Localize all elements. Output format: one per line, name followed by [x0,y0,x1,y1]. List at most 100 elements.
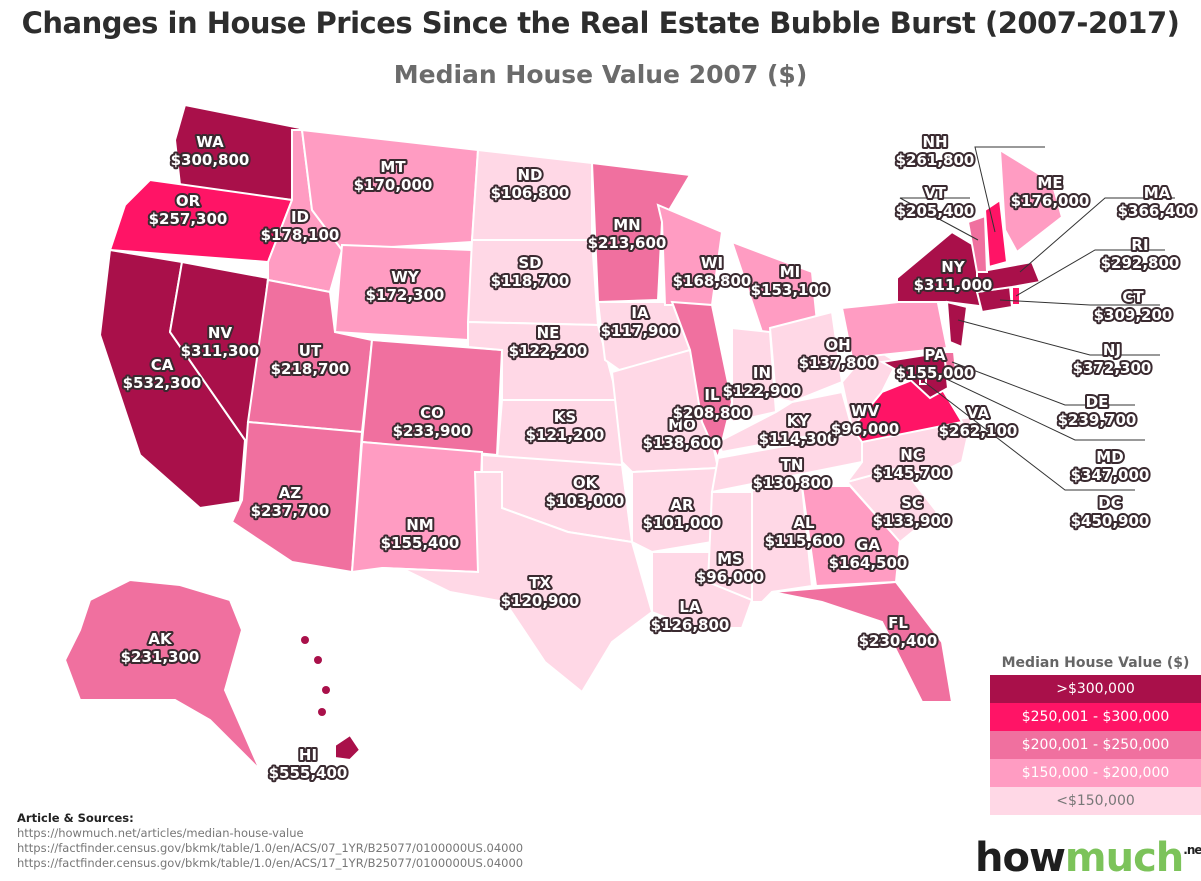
state-mn[interactable] [590,161,692,304]
state-abbr: CA [151,356,174,374]
state-label: FL $230,400 [859,614,938,650]
state-nj[interactable] [945,300,969,349]
state-label: NJ $372,300 [1073,341,1152,377]
leader-line [951,361,1135,406]
state-abbr: MN [613,216,640,234]
state-label: AL $115,600 [765,514,844,550]
state-value: $138,600 [643,434,722,452]
state-label: NC $145,700 [873,446,952,482]
state-nm[interactable] [350,440,484,574]
state-oh[interactable] [768,310,844,404]
state-value: $130,800 [753,474,832,492]
state-abbr: NC [900,446,924,464]
leader-line [957,319,1160,356]
source-link[interactable]: https://factfinder.census.gov/bkmk/table… [17,841,524,855]
state-abbr: ND [517,166,542,184]
state-abbr: KY [787,412,811,430]
state-label: GA $164,500 [829,536,908,572]
hawaii-island [322,686,330,694]
sources-title: Article & Sources: [17,811,134,825]
sources: Article & Sources: https://howmuch.net/a… [17,811,523,871]
state-label: ME $176,000 [1011,174,1090,210]
state-value: $237,700 [251,502,330,520]
state-abbr: NJ [1103,341,1121,359]
state-value: $106,800 [491,184,570,202]
state-abbr: KS [554,408,576,426]
state-value: $137,800 [799,354,878,372]
state-abbr: SC [901,494,923,512]
state-label: WI $168,800 [673,254,752,290]
state-label: IN $122,900 [723,364,802,400]
state-value: $96,000 [696,568,764,586]
state-ga[interactable] [800,485,902,588]
state-abbr: AZ [279,484,302,502]
state-label: PA $155,000 [896,346,975,382]
state-value: $121,200 [526,426,605,444]
state-label: NY $311,000 [914,258,993,294]
state-abbr: PA [924,346,946,364]
legend: Median House Value ($) >$300,000 $250,001… [990,655,1201,815]
state-label: MD $347,000 [1071,448,1150,484]
state-abbr: MD [1096,448,1123,466]
state-abbr: IA [631,304,649,322]
source-link[interactable]: https://factfinder.census.gov/bkmk/table… [17,856,524,870]
state-value: $126,800 [651,616,730,634]
state-abbr: WV [851,402,880,420]
state-abbr: MA [1144,184,1171,202]
state-value: $261,800 [896,151,975,169]
state-ar[interactable] [631,466,720,554]
state-ma[interactable] [976,260,1042,294]
state-value: $366,400 [1118,202,1197,220]
state-value: $114,300 [759,430,838,448]
state-abbr: NV [208,324,233,342]
state-abbr: VT [924,184,947,202]
state-abbr: OH [825,336,850,354]
state-abbr: HI [299,746,317,764]
state-abbr: AK [148,630,173,648]
state-label: TN $130,800 [753,456,832,492]
state-tx[interactable] [381,471,654,694]
state-abbr: WA [196,133,224,151]
state-value: $133,900 [873,512,952,530]
state-abbr: LA [679,598,701,616]
state-value: $300,800 [171,151,250,169]
state-abbr: DC [1098,494,1121,512]
state-abbr: AR [670,496,694,514]
state-fl[interactable] [771,580,954,703]
hawaii-island [318,708,326,716]
source-link[interactable]: https://howmuch.net/articles/median-hous… [17,826,304,840]
leader-line [1019,197,1175,273]
state-label: MS $96,000 [696,550,764,586]
state-abbr: IN [753,364,771,382]
state-label: OK $103,000 [546,474,625,510]
state-hi[interactable] [334,733,362,762]
state-value: $450,900 [1071,512,1150,530]
state-vt[interactable] [966,214,989,273]
state-value: $122,200 [509,342,588,360]
state-or[interactable] [108,178,294,264]
state-label: DC $450,900 [1071,494,1150,530]
state-value: $230,400 [859,632,938,650]
state-ak[interactable] [63,578,261,771]
state-abbr: NH [922,133,947,151]
state-abbr: MS [717,550,743,568]
state-value: $117,900 [601,322,680,340]
state-value: $118,700 [491,272,570,290]
state-label: ND $106,800 [491,166,570,202]
state-value: $309,200 [1094,306,1173,324]
state-abbr: CT [1122,288,1144,306]
state-abbr: UT [299,342,322,360]
state-value: $257,300 [149,210,228,228]
state-abbr: MT [380,158,406,176]
chart-subtitle: Median House Value 2007 ($) [393,60,808,89]
state-label: NE $122,200 [509,324,588,360]
state-mt[interactable] [300,128,480,252]
state-abbr: OR [176,192,201,210]
state-me[interactable] [998,148,1064,254]
state-nh[interactable] [983,198,1009,269]
state-value: $347,000 [1071,466,1150,484]
state-ky[interactable] [716,390,854,454]
legend-item: <$150,000 [990,787,1201,815]
state-value: $218,700 [271,360,350,378]
